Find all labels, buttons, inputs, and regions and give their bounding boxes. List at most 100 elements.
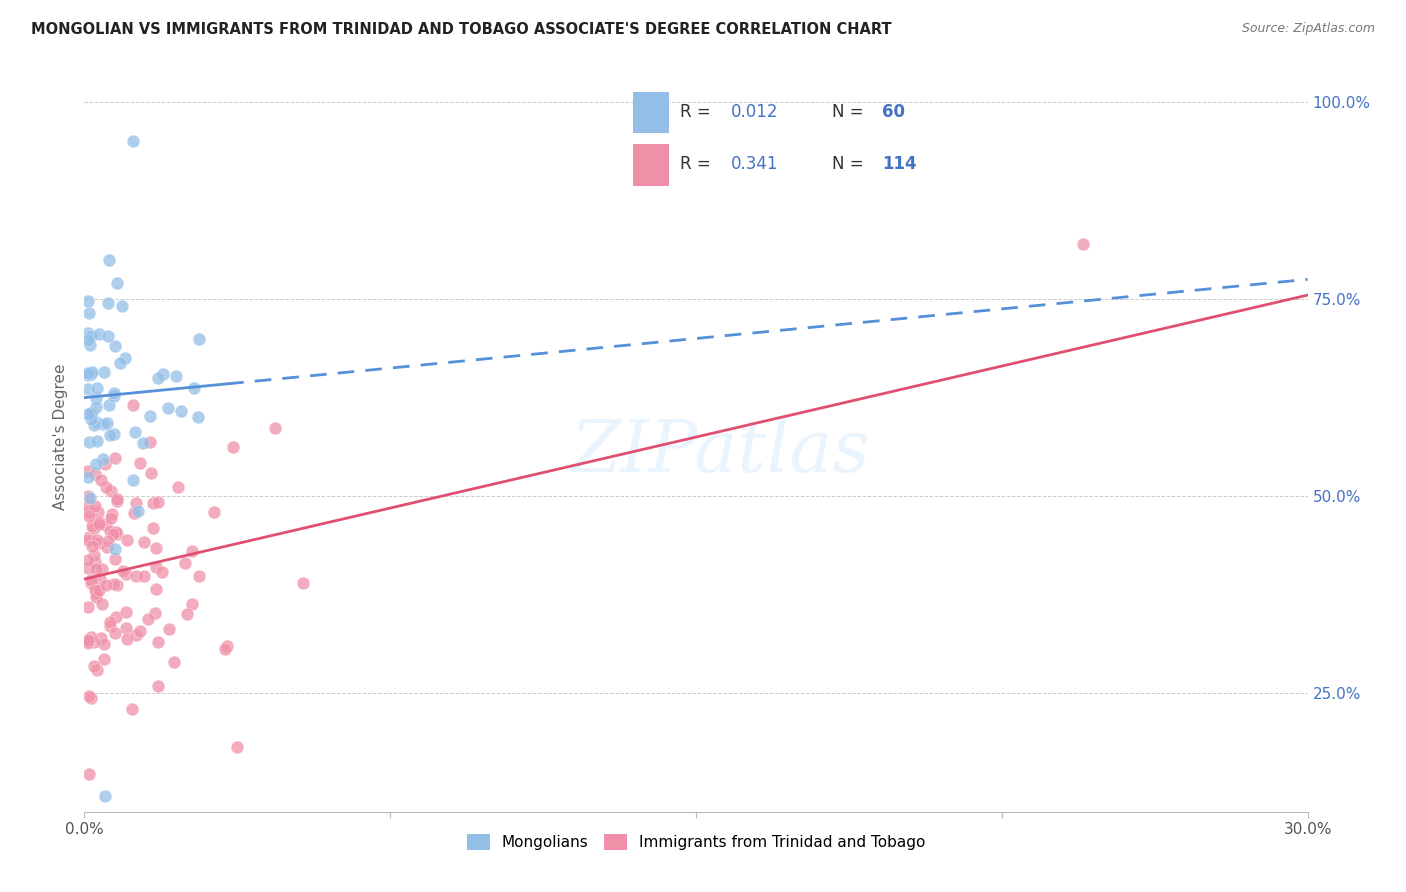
Point [115,567,138,582]
Point [97,252,120,267]
Point [145,559,167,574]
Point [100,511,122,525]
Point [96,417,118,431]
Point [90,473,112,487]
Point [143,606,166,620]
Point [77,294,100,309]
Point [77,434,100,449]
Point [121,399,143,413]
Point [80,630,103,644]
Point [94,517,117,532]
Text: MONGOLIAN VS IMMIGRANTS FROM TRINIDAD AND TOBAGO ASSOCIATE'S DEGREE CORRELATION : MONGOLIAN VS IMMIGRANTS FROM TRINIDAD AN… [31,22,891,37]
Point [97,329,120,343]
Point [152,368,174,382]
Point [77,306,100,320]
Point [77,407,100,421]
Point [263,421,285,435]
Point [157,622,180,636]
Point [77,368,100,382]
Point [101,507,124,521]
Point [80,329,103,343]
Point [89,327,111,342]
Point [146,495,169,509]
Point [217,639,239,653]
Point [105,277,128,291]
Point [181,543,204,558]
Point [122,473,145,487]
Point [104,450,127,465]
Point [84,586,107,600]
Point [103,389,125,403]
Point [77,470,100,484]
Point [91,561,114,575]
Point [77,561,100,575]
Point [125,628,148,642]
Point [84,391,107,405]
Point [112,564,135,578]
Point [122,506,145,520]
Point [105,492,128,507]
Point [146,371,169,385]
Point [125,569,148,583]
Point [80,690,103,705]
Point [87,582,110,597]
Point [93,652,115,666]
Point [77,489,100,503]
Point [104,541,127,556]
Point [127,504,149,518]
Point [145,582,167,596]
Point [150,565,173,579]
Point [226,740,249,755]
Point [77,636,100,650]
Point [83,634,105,648]
Point [103,576,125,591]
Point [82,405,104,419]
Point [89,572,111,586]
Point [115,632,138,647]
Point [91,597,114,611]
Point [83,555,105,569]
Point [124,425,146,439]
Point [136,612,159,626]
Point [83,521,105,535]
Point [97,295,120,310]
Point [104,338,127,352]
Point [104,552,127,566]
Point [87,516,110,530]
Point [115,605,138,619]
Point [142,496,165,510]
Point [77,599,100,614]
Point [94,457,117,471]
Point [214,641,236,656]
Point [77,509,100,524]
Point [141,467,163,481]
Point [84,590,107,604]
Point [84,467,107,481]
Point [146,679,169,693]
Point [115,533,138,547]
Point [129,456,152,470]
Point [86,381,108,395]
Point [87,505,110,519]
Point [77,689,100,703]
Point [100,484,122,499]
Point [77,530,100,544]
Point [97,533,120,548]
Point [77,767,100,781]
Point [97,398,120,412]
Point [105,527,128,541]
Legend: Mongolians, Immigrants from Trinidad and Tobago: Mongolians, Immigrants from Trinidad and… [461,829,931,856]
Point [80,406,103,420]
Point [83,548,105,562]
Text: ZIPatlas: ZIPatlas [571,417,870,487]
Point [163,655,186,669]
Point [77,366,100,380]
Point [121,702,143,716]
Point [105,493,128,508]
Point [86,663,108,677]
Point [87,536,110,550]
Point [165,369,187,384]
Point [96,541,118,555]
Point [77,326,100,340]
Point [98,615,121,629]
